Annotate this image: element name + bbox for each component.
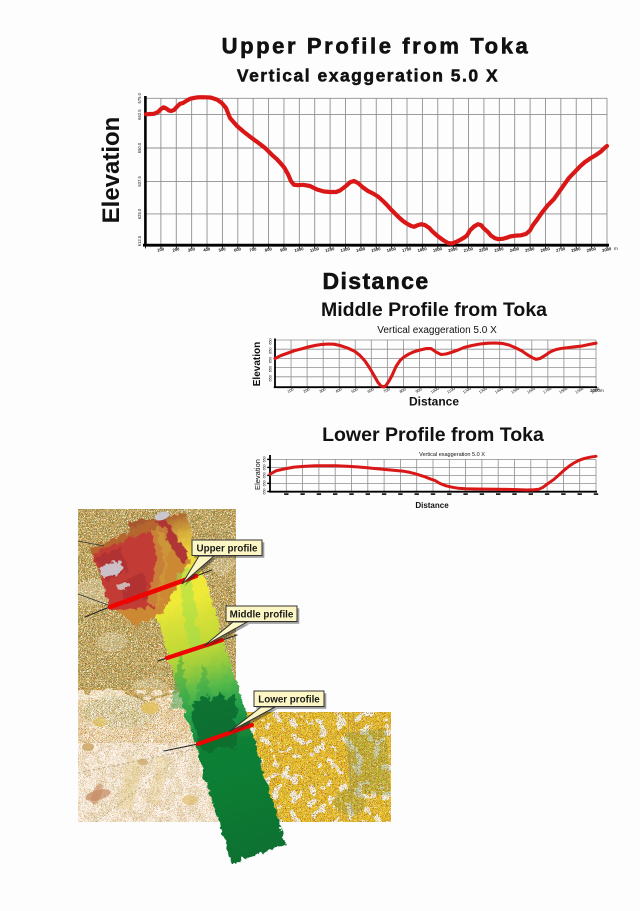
svg-text:1100: 1100 bbox=[309, 246, 320, 253]
svg-text:700: 700 bbox=[383, 386, 392, 394]
svg-text:Upper Profile from Toka: Upper Profile from Toka bbox=[222, 34, 531, 59]
svg-text:Lower profile: Lower profile bbox=[258, 695, 320, 706]
svg-text:Lower Profile from Toka: Lower Profile from Toka bbox=[322, 424, 544, 446]
svg-text:2000: 2000 bbox=[590, 385, 601, 394]
svg-text:200: 200 bbox=[172, 246, 181, 252]
svg-text:1300: 1300 bbox=[478, 385, 489, 394]
svg-text:Distance: Distance bbox=[322, 268, 429, 294]
svg-text:1000: 1000 bbox=[294, 246, 305, 253]
svg-text:Vertical exaggeration 5.0 X: Vertical exaggeration 5.0 X bbox=[237, 66, 499, 86]
svg-text:2700: 2700 bbox=[556, 246, 567, 253]
svg-text:675.0: 675.0 bbox=[137, 92, 142, 103]
svg-text:650: 650 bbox=[263, 480, 267, 486]
svg-text:1800: 1800 bbox=[417, 246, 428, 253]
svg-text:1200: 1200 bbox=[462, 385, 473, 394]
svg-text:100: 100 bbox=[157, 246, 166, 252]
svg-text:1900: 1900 bbox=[432, 246, 443, 253]
svg-text:1500: 1500 bbox=[510, 385, 521, 394]
svg-text:Elevation: Elevation bbox=[98, 117, 125, 224]
svg-text:Upper profile: Upper profile bbox=[197, 544, 259, 555]
svg-text:1300: 1300 bbox=[340, 246, 351, 253]
svg-text:500: 500 bbox=[218, 246, 227, 252]
svg-text:900: 900 bbox=[280, 246, 289, 252]
svg-text:1400: 1400 bbox=[356, 246, 367, 253]
svg-text:650: 650 bbox=[269, 338, 273, 344]
svg-text:Middle profile: Middle profile bbox=[230, 610, 294, 621]
svg-text:637.5: 637.5 bbox=[137, 175, 142, 186]
svg-text:650: 650 bbox=[263, 464, 267, 470]
svg-text:Vertical exaggeration 5.0 X: Vertical exaggeration 5.0 X bbox=[419, 452, 485, 458]
svg-text:2200: 2200 bbox=[479, 246, 490, 253]
svg-text:1900: 1900 bbox=[574, 385, 585, 394]
svg-text:1600: 1600 bbox=[386, 246, 397, 253]
svg-text:650: 650 bbox=[263, 489, 267, 495]
svg-text:1100: 1100 bbox=[446, 385, 457, 394]
svg-text:650: 650 bbox=[263, 472, 267, 478]
svg-text:2500: 2500 bbox=[525, 246, 536, 253]
svg-text:m: m bbox=[614, 246, 618, 251]
svg-text:100: 100 bbox=[286, 386, 295, 394]
svg-text:2000m: 2000m bbox=[590, 388, 604, 393]
svg-text:200: 200 bbox=[302, 386, 311, 394]
svg-text:1500: 1500 bbox=[371, 246, 382, 253]
svg-text:650: 650 bbox=[269, 357, 273, 363]
svg-text:650: 650 bbox=[269, 348, 273, 354]
svg-text:1600: 1600 bbox=[526, 385, 537, 394]
svg-text:400: 400 bbox=[334, 386, 343, 394]
svg-text:800: 800 bbox=[399, 386, 408, 394]
svg-text:Vertical exaggeration 5.0 X: Vertical exaggeration 5.0 X bbox=[377, 325, 497, 336]
svg-text:2900: 2900 bbox=[586, 246, 597, 253]
svg-text:2000: 2000 bbox=[448, 246, 459, 253]
svg-text:1000: 1000 bbox=[430, 385, 441, 394]
svg-text:600: 600 bbox=[366, 386, 375, 394]
svg-text:300: 300 bbox=[187, 246, 196, 252]
svg-text:650: 650 bbox=[269, 366, 273, 372]
svg-text:Elevation: Elevation bbox=[252, 342, 263, 386]
svg-text:Middle Profile from Toka: Middle Profile from Toka bbox=[321, 299, 547, 321]
svg-text:600: 600 bbox=[234, 246, 243, 252]
svg-text:500: 500 bbox=[350, 386, 359, 394]
svg-text:Elevation: Elevation bbox=[253, 459, 262, 490]
svg-text:1200: 1200 bbox=[325, 246, 336, 253]
svg-text:400: 400 bbox=[203, 246, 212, 252]
svg-text:3000: 3000 bbox=[602, 246, 613, 253]
svg-text:1400: 1400 bbox=[494, 385, 505, 394]
svg-text:650: 650 bbox=[263, 456, 267, 462]
svg-text:612.5: 612.5 bbox=[137, 235, 142, 246]
svg-text:1700: 1700 bbox=[542, 385, 553, 394]
svg-text:650: 650 bbox=[269, 375, 273, 381]
svg-text:Distance: Distance bbox=[409, 395, 459, 409]
svg-text:800: 800 bbox=[264, 246, 273, 252]
svg-text:662.5: 662.5 bbox=[137, 109, 142, 120]
svg-text:1800: 1800 bbox=[558, 385, 569, 394]
svg-text:2100: 2100 bbox=[463, 246, 474, 253]
svg-text:1700: 1700 bbox=[402, 246, 413, 253]
svg-text:700: 700 bbox=[249, 246, 258, 252]
svg-text:2600: 2600 bbox=[540, 246, 551, 253]
svg-text:2300: 2300 bbox=[494, 246, 505, 253]
svg-text:625.0: 625.0 bbox=[137, 208, 142, 219]
svg-text:900: 900 bbox=[415, 386, 424, 394]
svg-text:650.0: 650.0 bbox=[137, 142, 142, 153]
svg-text:2800: 2800 bbox=[571, 246, 582, 253]
svg-text:300: 300 bbox=[318, 386, 327, 394]
svg-text:Distance: Distance bbox=[415, 501, 449, 510]
svg-text:2400: 2400 bbox=[509, 246, 520, 253]
